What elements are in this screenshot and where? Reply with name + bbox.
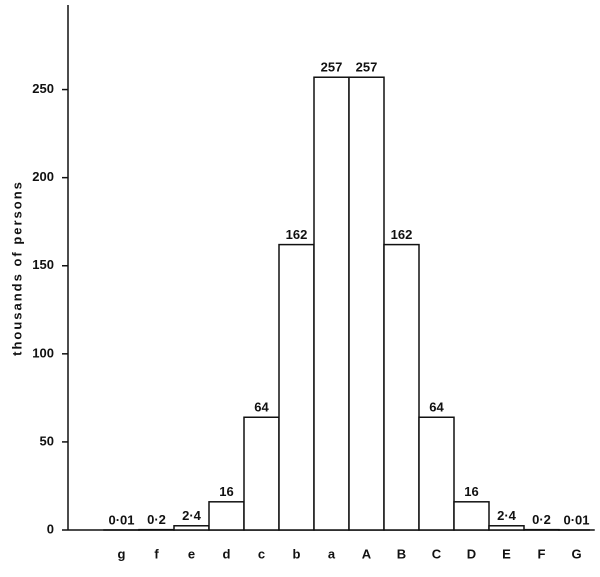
- y-tick-label: 0: [47, 521, 54, 536]
- x-tick-label: F: [538, 546, 546, 561]
- x-tick-label: e: [188, 546, 195, 561]
- x-tick-label: E: [502, 546, 511, 561]
- x-tick-label: A: [362, 546, 372, 561]
- value-label: 0·01: [563, 512, 589, 527]
- x-tick-label: b: [293, 546, 301, 561]
- bar: [384, 245, 419, 530]
- y-tick-label: 250: [32, 81, 54, 96]
- y-axis-label: thousands of persons: [9, 180, 24, 356]
- bar: [209, 502, 244, 530]
- value-label: 64: [254, 400, 269, 415]
- value-label: 257: [356, 60, 378, 75]
- value-label: 2·4: [182, 508, 202, 523]
- bar: [279, 245, 314, 530]
- x-tick-label: f: [154, 546, 159, 561]
- bar: [454, 502, 489, 530]
- x-tick-label: a: [328, 546, 336, 561]
- bar: [174, 526, 209, 530]
- x-tick-label: D: [467, 546, 476, 561]
- value-label: 0·2: [532, 512, 551, 527]
- x-tick-label: c: [258, 546, 265, 561]
- value-label: 2·4: [497, 508, 517, 523]
- bar: [244, 417, 279, 530]
- y-tick-label: 200: [32, 169, 54, 184]
- value-label: 16: [219, 484, 233, 499]
- x-tick-label: C: [432, 546, 442, 561]
- bar: [419, 417, 454, 530]
- value-label: 0·2: [147, 512, 166, 527]
- value-label: 162: [286, 227, 308, 242]
- y-tick-label: 150: [32, 257, 54, 272]
- value-label: 162: [391, 227, 413, 242]
- x-tick-label: B: [397, 546, 406, 561]
- y-tick-label: 50: [40, 433, 54, 448]
- y-tick-label: 100: [32, 345, 54, 360]
- x-tick-label: G: [571, 546, 581, 561]
- x-tick-label: g: [118, 546, 126, 561]
- value-label: 16: [464, 484, 478, 499]
- value-label: 257: [321, 60, 343, 75]
- bar: [489, 526, 524, 530]
- bar: [314, 77, 349, 530]
- value-label: 0·01: [108, 512, 134, 527]
- x-tick-label: d: [223, 546, 231, 561]
- bar: [349, 77, 384, 530]
- value-label: 64: [429, 400, 444, 415]
